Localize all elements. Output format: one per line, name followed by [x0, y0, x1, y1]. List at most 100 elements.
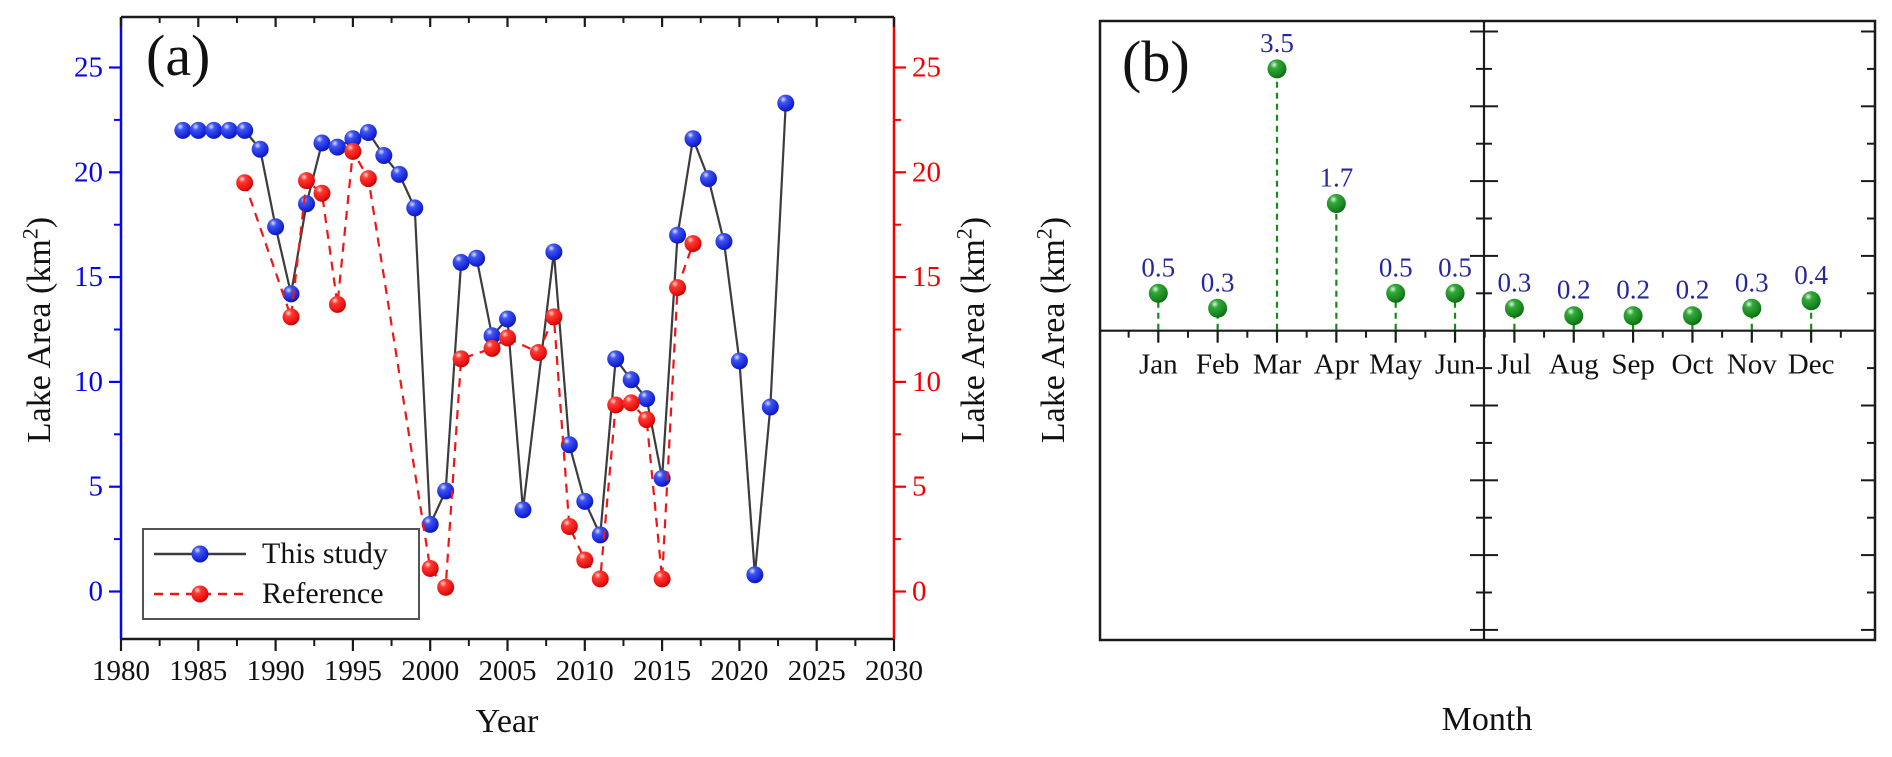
- data-point-this-study: [560, 436, 578, 454]
- y-left-tick-label: 20: [74, 156, 103, 188]
- month-label: Jun: [1435, 349, 1476, 381]
- data-point-reference: [499, 329, 516, 347]
- data-point-this-study: [746, 566, 764, 584]
- panel-a-right-ylabel: Lake Area (km2): [951, 216, 993, 443]
- y-left-tick-label: 15: [74, 261, 103, 293]
- data-point-this-study: [298, 195, 316, 213]
- data-point-this-study: [514, 501, 532, 519]
- y-right-tick-label: 25: [912, 52, 941, 84]
- data-point-reference: [529, 344, 547, 362]
- data-point-reference: [576, 551, 594, 569]
- data-point-this-study: [251, 140, 269, 158]
- ylabel-sup: 2: [17, 228, 43, 240]
- data-point-reference: [437, 578, 455, 596]
- data-point-this-study: [174, 121, 192, 139]
- x-tick-label: 2015: [633, 655, 691, 687]
- data-point-reference: [298, 172, 316, 190]
- x-tick-label: 2030: [865, 655, 923, 687]
- ylabel-sup: 2: [951, 228, 977, 240]
- data-point-this-study: [282, 285, 300, 303]
- data-point-this-study: [669, 226, 687, 244]
- ylabel-text: Lake Area (km: [1035, 239, 1072, 444]
- value-label: 0.5: [1438, 252, 1472, 282]
- data-point-this-study: [359, 123, 377, 141]
- month-label: Jul: [1497, 349, 1531, 381]
- x-tick-label: 1985: [169, 655, 227, 687]
- x-tick-label: 2000: [401, 655, 459, 687]
- data-point-reference: [344, 142, 362, 160]
- data-point-reference: [328, 295, 346, 313]
- data-point-this-study: [468, 249, 486, 267]
- month-label: Sep: [1611, 349, 1655, 381]
- data-point-this-study: [344, 130, 362, 148]
- x-tick-label: 2020: [710, 655, 768, 687]
- data-point-this-study: [483, 327, 501, 345]
- panel-b-letter: (b): [1122, 29, 1190, 94]
- value-label: 0.3: [1735, 267, 1769, 297]
- data-point-this-study: [545, 243, 563, 261]
- legend-marker-blue-sphere: [191, 545, 209, 563]
- data-point-this-study: [730, 352, 748, 370]
- lollipop-point: [1148, 283, 1168, 303]
- data-point-reference: [282, 308, 300, 326]
- y-left-tick-label: 5: [89, 471, 104, 503]
- data-point-this-study: [715, 232, 733, 250]
- lollipop-point: [1801, 291, 1821, 311]
- data-point-this-study: [313, 134, 331, 152]
- y-left-tick-label: 0: [89, 576, 104, 608]
- data-point-reference: [236, 174, 254, 192]
- value-label: 0.3: [1498, 267, 1532, 297]
- legend-box: This study Reference: [142, 528, 420, 620]
- data-point-reference: [653, 570, 671, 588]
- value-label: 0.2: [1557, 275, 1591, 305]
- data-point-reference: [669, 279, 687, 297]
- data-point-this-study: [591, 526, 609, 544]
- panel-a: 1980 1985 1990 1995 2000 2005 2010 2015 2020 2025…: [74, 15, 941, 687]
- data-point-this-study: [684, 130, 702, 148]
- value-label: 3.5: [1260, 28, 1294, 58]
- data-point-reference: [607, 396, 625, 414]
- data-point-this-study: [375, 147, 393, 165]
- data-point-this-study: [390, 165, 408, 183]
- x-tick-label: 2025: [788, 655, 846, 687]
- data-point-reference: [359, 170, 377, 188]
- data-point-this-study: [576, 492, 594, 510]
- lollipop-point: [1504, 298, 1524, 318]
- lollipop-point: [1682, 306, 1702, 326]
- data-point-this-study: [220, 121, 238, 139]
- data-point-this-study: [653, 469, 671, 487]
- legend-label-reference: Reference: [262, 577, 384, 610]
- lollipop-point: [1386, 283, 1406, 303]
- x-tick-label: 1980: [92, 655, 150, 687]
- data-point-this-study: [777, 94, 795, 112]
- month-label: Feb: [1196, 349, 1240, 381]
- legend-sample-this-study: [154, 545, 246, 563]
- lollipop-point: [1267, 59, 1287, 79]
- lollipop-point: [1742, 298, 1762, 318]
- legend-label-this-study: This study: [262, 537, 388, 570]
- panel-b: Jan Feb Mar Apr May Jun Jul Aug Sep Oct Nov Dec 0.5 0…: [1098, 19, 1877, 642]
- legend-marker-red-sphere: [191, 585, 209, 603]
- data-point-this-study: [189, 121, 207, 139]
- value-label: 0.3: [1201, 267, 1235, 297]
- ylabel-text: Lake Area (km: [21, 239, 58, 444]
- data-point-reference: [591, 570, 609, 588]
- ylabel-close: ): [955, 216, 992, 229]
- y-left-tick-label: 10: [74, 366, 103, 398]
- y-right-tick-label: 15: [912, 261, 941, 293]
- data-point-this-study: [499, 310, 516, 328]
- value-label: 0.2: [1616, 275, 1650, 305]
- legend-row-this-study: This study: [150, 535, 412, 573]
- y-right-tick-label: 10: [912, 366, 941, 398]
- x-tick-label: 1990: [247, 655, 305, 687]
- data-point-this-study: [437, 482, 455, 500]
- data-point-this-study: [421, 515, 439, 533]
- legend-sample-reference: [154, 585, 246, 603]
- series-line-reference: [243, 147, 695, 591]
- data-point-this-study: [236, 121, 254, 139]
- data-point-reference: [560, 518, 578, 536]
- month-label: Mar: [1253, 349, 1302, 381]
- data-point-reference: [483, 339, 501, 357]
- data-point-this-study: [452, 253, 470, 271]
- value-label: 0.2: [1676, 275, 1710, 305]
